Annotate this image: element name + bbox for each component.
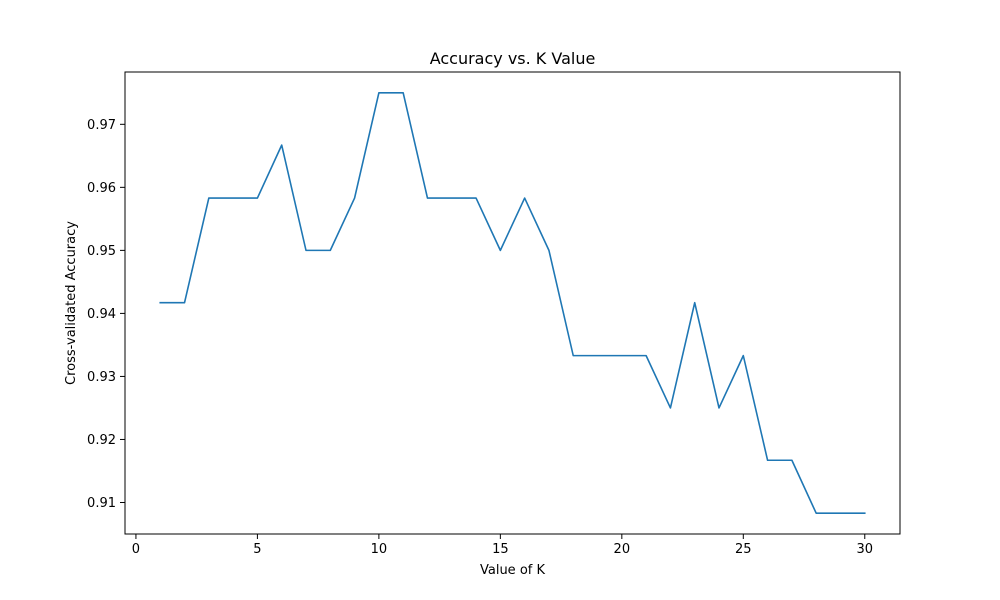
accuracy-line-series xyxy=(159,92,866,515)
plot-background xyxy=(125,72,900,534)
y-tick-label: 0.95 xyxy=(87,244,116,259)
y-tick-label: 0.92 xyxy=(87,433,116,448)
plot-frame xyxy=(124,71,901,535)
chart-title: Accuracy vs. K Value xyxy=(430,49,596,68)
x-axis-ticks: 0 5 10 15 20 25 30 xyxy=(132,534,873,557)
x-axis-label: Value of K xyxy=(480,563,545,578)
x-tick-label: 15 xyxy=(492,542,509,557)
y-tick-label: 0.93 xyxy=(87,370,116,385)
x-tick-label: 10 xyxy=(371,542,388,557)
y-tick-label: 0.97 xyxy=(87,118,116,133)
y-tick-label: 0.94 xyxy=(87,307,116,322)
x-tick-label: 30 xyxy=(856,542,873,557)
x-tick-label: 5 xyxy=(253,542,261,557)
x-tick-label: 20 xyxy=(614,542,631,557)
x-tick-label: 25 xyxy=(735,542,752,557)
y-axis-label: Cross-validated Accuracy xyxy=(64,221,79,385)
x-tick-label: 0 xyxy=(132,542,140,557)
y-axis-ticks: 0.91 0.92 0.93 0.94 0.95 0.96 0.97 xyxy=(87,118,125,511)
y-tick-label: 0.91 xyxy=(87,496,116,511)
y-tick-label: 0.96 xyxy=(87,181,116,196)
series-layer xyxy=(159,92,866,515)
